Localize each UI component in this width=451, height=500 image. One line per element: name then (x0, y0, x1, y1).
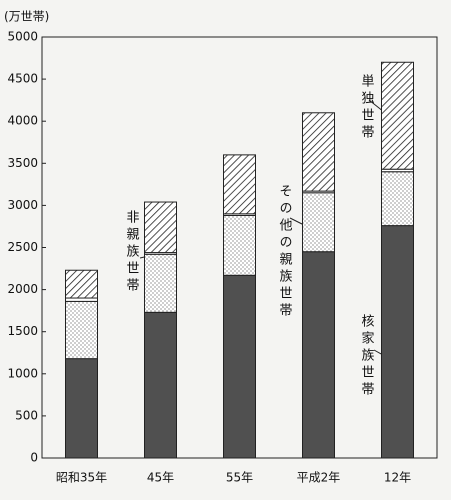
bar-segment (381, 225, 414, 459)
x-tick-label: 昭和35年 (56, 471, 107, 485)
bar-segment (223, 154, 256, 215)
y-tick-label: 3500 (7, 156, 38, 170)
x-tick-label: 55年 (226, 471, 253, 485)
bar-segment (65, 358, 98, 459)
bar-segment (144, 311, 177, 459)
y-tick-label: 4000 (7, 114, 38, 128)
bar-segment (144, 253, 177, 313)
y-tick-label: 4500 (7, 72, 38, 86)
bar-segment (65, 269, 98, 299)
bar-segment (302, 192, 335, 253)
legend-label: その他の親族世帯 (277, 184, 293, 320)
y-tick-label: 500 (15, 408, 38, 422)
bar-segment (223, 215, 256, 276)
bar-segment (144, 201, 177, 254)
bar-segment (381, 61, 414, 170)
y-tick-label: 3000 (7, 198, 38, 212)
y-tick-label: 1000 (7, 366, 38, 380)
legend-label: 単独世帯 (359, 73, 375, 142)
y-tick-label: 2500 (7, 240, 38, 254)
y-tick-label: 1500 (7, 324, 38, 338)
bar-segment (381, 171, 414, 227)
y-tick-label: 2000 (7, 282, 38, 296)
y-tick-label: 0 (30, 451, 38, 465)
legend-label: 核家族世帯 (359, 314, 375, 399)
bar-segment (65, 300, 98, 360)
bar-segment (302, 251, 335, 459)
y-tick-label: 5000 (7, 30, 38, 44)
x-tick-label: 平成2年 (297, 471, 341, 485)
legend-label: 非親族世帯 (124, 210, 140, 295)
bar-segment (223, 274, 256, 459)
x-tick-label: 12年 (384, 471, 411, 485)
bar-segment (65, 297, 98, 302)
y-axis-label: (万世帯) (4, 10, 49, 24)
x-tick-label: 45年 (147, 471, 174, 485)
bar-segment (302, 112, 335, 192)
